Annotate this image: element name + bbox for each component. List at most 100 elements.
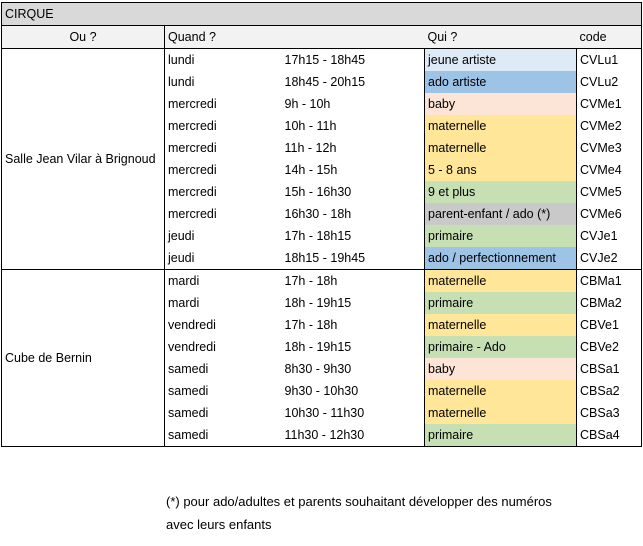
- who-cell: maternelle: [424, 380, 577, 402]
- time-cell: 17h - 18h15: [284, 229, 352, 243]
- day-cell: lundi: [168, 75, 195, 89]
- who-cell: 9 et plus: [424, 181, 577, 203]
- time-cell: 18h15 - 19h45: [281, 247, 425, 270]
- code-cell: CVMe2: [576, 115, 642, 137]
- time-cell: 10h - 11h: [284, 119, 337, 133]
- who-cell: maternelle: [424, 269, 577, 292]
- table-title: CIRQUE: [1, 2, 642, 26]
- day-cell: samedi: [168, 362, 209, 376]
- day-cell: vendredi: [168, 318, 216, 332]
- header-qui: Qui ?: [424, 25, 577, 49]
- day-cell: jeudi: [164, 247, 282, 270]
- table-row: lundi 18h45 - 20h15 ado artiste CVLu2: [2, 71, 642, 93]
- code-cell: CVLu2: [576, 71, 642, 93]
- schedule-table: CIRQUE Ou ? Quand ? Qui ? code Salle Jea…: [1, 2, 642, 447]
- header-code: code: [576, 25, 642, 49]
- code-cell: CBMa2: [576, 292, 642, 314]
- code-cell: CVJe2: [576, 247, 642, 270]
- code-cell: CBVe2: [576, 336, 642, 358]
- day-cell: mardi: [168, 296, 200, 310]
- day-cell: mardi: [168, 274, 200, 288]
- table-row: samedi 8h30 - 9h30 baby CBSa1: [2, 358, 642, 380]
- who-cell: primaire: [424, 292, 577, 314]
- footnote: (*) pour ado/adultes et parents souhaita…: [166, 490, 636, 536]
- day-cell: mercredi: [168, 163, 217, 177]
- table-row: vendredi 18h - 19h15 primaire - Ado CBVe2: [2, 336, 642, 358]
- day-cell: mercredi: [168, 141, 217, 155]
- time-cell: 14h - 15h: [284, 163, 338, 177]
- who-cell: primaire: [424, 225, 577, 247]
- schedule-body: Salle Jean Vilar à Brignoud lundi 17h15 - …: [1, 48, 642, 447]
- who-cell: baby: [424, 358, 577, 380]
- who-cell: baby: [424, 93, 577, 115]
- header-time: [281, 25, 425, 49]
- code-cell: CBSa1: [576, 358, 642, 380]
- who-cell: maternelle: [424, 314, 577, 336]
- time-cell: 17h - 18h: [284, 318, 338, 332]
- who-cell: maternelle: [424, 115, 577, 137]
- header-ou: Ou ?: [1, 25, 165, 49]
- header-quand: Quand ?: [164, 25, 282, 49]
- place-cell: Salle Jean Vilar à Brignoud: [1, 48, 165, 270]
- who-cell: ado / perfectionnement: [424, 247, 577, 270]
- time-cell: 11h - 12h: [284, 141, 337, 155]
- who-cell: maternelle: [424, 137, 577, 159]
- day-cell: jeudi: [168, 229, 195, 243]
- code-cell: CBSa3: [576, 402, 642, 424]
- who-cell: 5 - 8 ans: [424, 159, 577, 181]
- day-cell: lundi: [168, 53, 195, 67]
- day-cell: samedi: [164, 424, 282, 447]
- table-row: mercredi 14h - 15h 5 - 8 ans CVMe4: [2, 159, 642, 181]
- table-row: samedi 11h30 - 12h30 primaire CBSa4: [2, 424, 642, 447]
- time-cell: 10h30 - 11h30: [284, 406, 365, 420]
- time-cell: 15h - 16h30: [284, 185, 352, 199]
- table-row: Cube de Bernin mardi 17h - 18h maternelle CB…: [1, 269, 642, 447]
- code-cell: CVJe1: [576, 225, 642, 247]
- who-cell: primaire - Ado: [424, 336, 577, 358]
- code-cell: CBVe1: [576, 314, 642, 336]
- table-row: Salle Jean Vilar à Brignoud lundi 17h15 - …: [1, 48, 642, 270]
- table-row: mardi 18h - 19h15 primaire CBMa2: [2, 292, 642, 314]
- table-row: vendredi 17h - 18h maternelle CBVe1: [2, 314, 642, 336]
- code-cell: CBSa4: [576, 424, 642, 447]
- code-cell: CVMe1: [576, 93, 642, 115]
- code-cell: CVMe5: [576, 181, 642, 203]
- who-cell: ado artiste: [424, 71, 577, 93]
- day-cell: mercredi: [168, 207, 217, 221]
- day-cell: samedi: [168, 406, 209, 420]
- table-row: mercredi 10h - 11h maternelle CVMe2: [2, 115, 642, 137]
- table-row: mercredi 9h - 10h baby CVMe1: [2, 93, 642, 115]
- day-cell: mercredi: [168, 185, 217, 199]
- table-row: mercredi 11h - 12h maternelle CVMe3: [2, 137, 642, 159]
- time-cell: 18h45 - 20h15: [284, 75, 366, 89]
- day-cell: mercredi: [168, 119, 217, 133]
- who-cell: primaire: [424, 424, 577, 447]
- time-cell: 9h - 10h: [284, 97, 331, 111]
- time-cell: 16h30 - 18h: [284, 207, 352, 221]
- time-cell: 17h - 18h: [284, 274, 338, 288]
- code-cell: CVMe6: [576, 203, 642, 225]
- time-cell: 18h - 19h15: [284, 296, 352, 310]
- day-cell: mercredi: [168, 97, 217, 111]
- table-row: jeudi 17h - 18h15 primaire CVJe1: [2, 225, 642, 247]
- table-row: mercredi 16h30 - 18h parent-enfant / ado (…: [2, 203, 642, 225]
- who-cell: jeune artiste: [424, 48, 577, 71]
- day-cell: samedi: [168, 384, 209, 398]
- code-cell: CBSa2: [576, 380, 642, 402]
- time-cell: 8h30 - 9h30: [284, 362, 352, 376]
- who-cell: parent-enfant / ado (*): [424, 203, 577, 225]
- code-cell: CVMe4: [576, 159, 642, 181]
- footnote-line-2: avec leurs enfants: [166, 517, 272, 532]
- code-cell: CVMe3: [576, 137, 642, 159]
- footnote-line-1: (*) pour ado/adultes et parents souhaita…: [166, 494, 552, 509]
- time-cell: 9h30 - 10h30: [284, 384, 359, 398]
- code-cell: CVLu1: [576, 48, 642, 71]
- table-row: samedi 9h30 - 10h30 maternelle CBSa2: [2, 380, 642, 402]
- who-cell: maternelle: [424, 402, 577, 424]
- code-cell: CBMa1: [576, 269, 642, 292]
- header-row: Ou ? Quand ? Qui ? code: [1, 25, 642, 49]
- time-cell: 11h30 - 12h30: [281, 424, 425, 447]
- table-row: mercredi 15h - 16h30 9 et plus CVMe5: [2, 181, 642, 203]
- time-cell: 17h15 - 18h45: [284, 53, 366, 67]
